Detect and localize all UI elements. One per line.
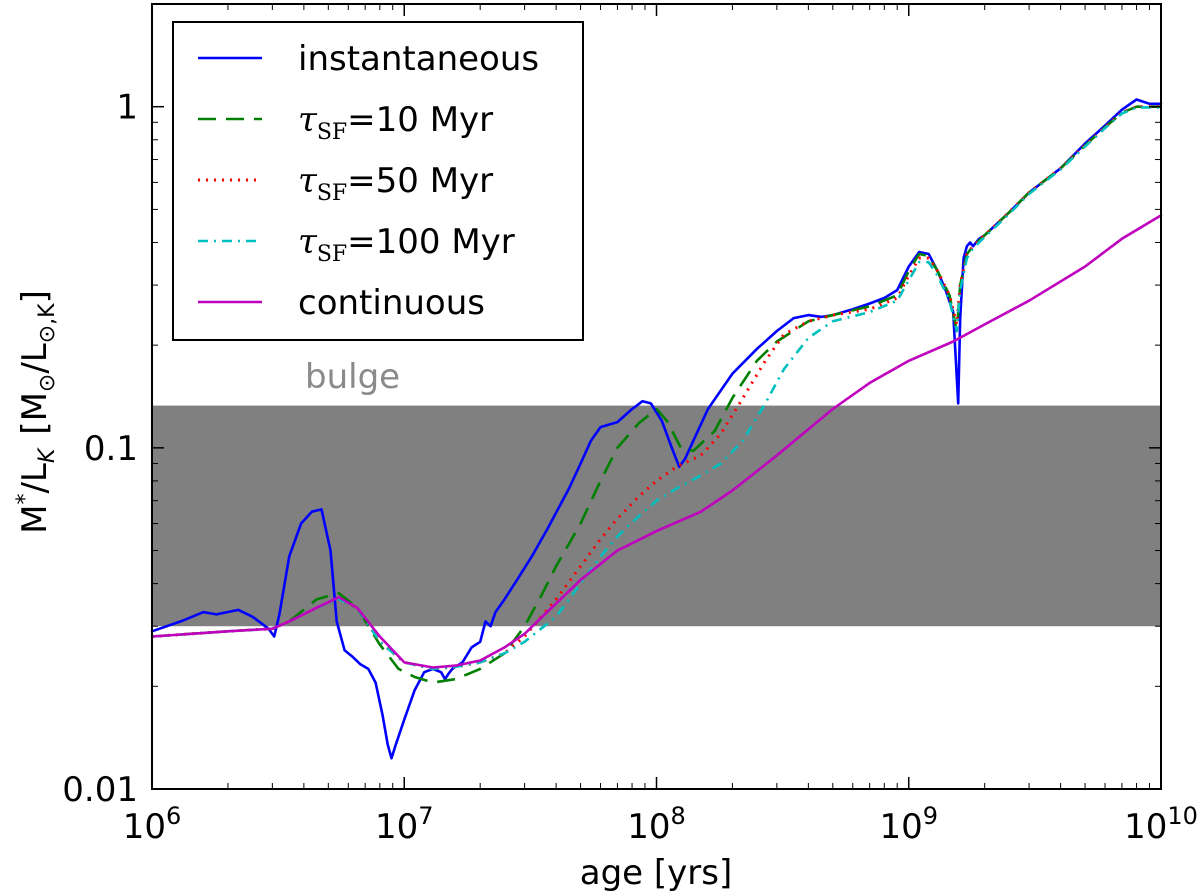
legend-label-2: τSF=50 Myr: [298, 161, 493, 206]
legend: instantaneous τSF=10 Myr τSF=50 Myr τSF=100…: [172, 21, 584, 341]
bulge-band: [152, 405, 1161, 627]
y-tick-label-1: 0.1: [84, 429, 138, 469]
legend-label-4: continuous: [298, 283, 485, 323]
legend-label-3: τSF=100 Myr: [298, 222, 515, 267]
x-axis-label: age [yrs]: [580, 853, 733, 893]
legend-box: [172, 21, 584, 341]
legend-entries: instantaneous τSF=10 Myr τSF=50 Myr τSF=100…: [198, 39, 539, 323]
y-tick-label-0: 0.01: [62, 770, 138, 810]
x-tick-label-3: 109: [879, 802, 938, 847]
series-layer: [150, 98, 1163, 760]
x-tick-label-2: 108: [627, 802, 686, 847]
tick-layer: 106 107 108 109 1010 0.01 0.1 1: [62, 3, 1198, 847]
legend-label-0: instantaneous: [298, 39, 539, 79]
series-line-4: [150, 214, 1163, 669]
x-tick-label-4: 1010: [1124, 802, 1198, 847]
legend-label-1: τSF=10 Myr: [298, 100, 493, 145]
bulge-band-layer: [152, 405, 1161, 627]
band-label: bulge: [305, 357, 400, 397]
y-tick-label-2: 1: [116, 88, 138, 128]
x-tick-label-0: 106: [123, 802, 182, 847]
series-line-0: [150, 98, 1163, 760]
x-tick-label-1: 107: [375, 802, 434, 847]
y-axis-label: M*/LK[M⊙/L⊙,K]: [13, 290, 60, 534]
